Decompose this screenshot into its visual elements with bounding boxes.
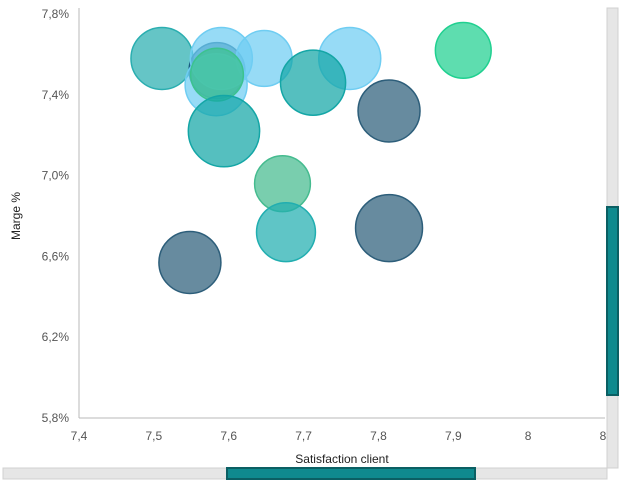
bubble-point[interactable] bbox=[279, 49, 347, 116]
x-axis-ticks: 7,4 7,5 7,6 7,7 7,8 7,9 8 8 bbox=[71, 429, 607, 443]
x-tick-label: 7,4 bbox=[71, 429, 88, 443]
y-axis-ticks: 7,8% 7,4% 7,0% 6,6% 6,2% 5,8% bbox=[42, 7, 70, 425]
bubble-point[interactable] bbox=[187, 94, 261, 168]
y-tick-label: 7,4% bbox=[42, 88, 70, 102]
x-tick-label: 7,7 bbox=[295, 429, 312, 443]
bubble-point[interactable] bbox=[434, 21, 492, 80]
vertical-scrollbar-thumb[interactable] bbox=[606, 206, 619, 396]
x-tick-label: 7,9 bbox=[445, 429, 462, 443]
y-axis-title: Marge % bbox=[9, 192, 23, 240]
bubble-point[interactable] bbox=[130, 26, 194, 91]
y-tick-label: 6,2% bbox=[42, 330, 70, 344]
y-tick-label: 7,8% bbox=[42, 7, 70, 21]
y-tick-label: 6,6% bbox=[42, 249, 70, 263]
x-tick-label: 7,6 bbox=[220, 429, 237, 443]
horizontal-scrollbar[interactable] bbox=[2, 467, 608, 480]
x-axis-title: Satisfaction client bbox=[295, 452, 389, 466]
vertical-scrollbar[interactable] bbox=[606, 7, 619, 469]
x-tick-label: 7,5 bbox=[146, 429, 163, 443]
x-tick-label: 8 bbox=[600, 429, 607, 443]
bubble-point[interactable] bbox=[189, 47, 245, 102]
bubble-point[interactable] bbox=[255, 201, 317, 263]
y-tick-label: 7,0% bbox=[42, 169, 70, 183]
bubble-point[interactable] bbox=[158, 230, 222, 295]
y-tick-label: 5,8% bbox=[42, 411, 70, 425]
axes bbox=[78, 8, 605, 419]
bubble-layer bbox=[130, 21, 492, 295]
bubble-point[interactable] bbox=[357, 79, 421, 143]
horizontal-scrollbar-thumb[interactable] bbox=[226, 467, 476, 480]
bubble-point[interactable] bbox=[354, 193, 424, 263]
x-tick-label: 8 bbox=[525, 429, 532, 443]
x-tick-label: 7,8 bbox=[370, 429, 387, 443]
